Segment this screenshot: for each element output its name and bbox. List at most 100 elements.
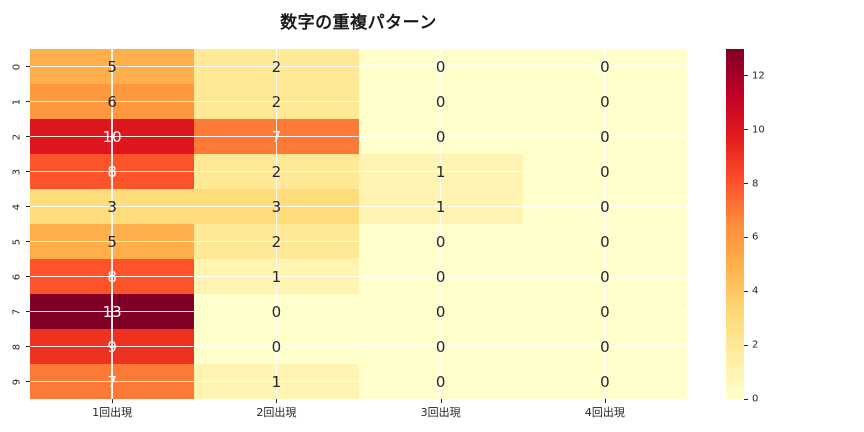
gridline-vertical xyxy=(111,49,113,399)
colorbar-tick-label: 8 xyxy=(752,178,759,190)
x-tick-mark xyxy=(112,399,114,403)
x-tick-label: 2回出現 xyxy=(256,406,297,419)
colorbar-tick-label: 12 xyxy=(752,70,765,82)
heatmap-cell-value: 9 xyxy=(107,337,117,356)
heatmap-cell-value: 0 xyxy=(600,372,610,391)
gridline-horizontal xyxy=(30,65,687,68)
y-tick-mark xyxy=(26,171,30,172)
heatmap-cell-value: 0 xyxy=(435,127,446,146)
y-tick-label: 1 xyxy=(11,98,23,105)
heatmap-cell-value: 0 xyxy=(435,232,446,251)
heatmap-cell-value: 0 xyxy=(600,337,610,356)
y-tick-mark xyxy=(26,66,30,67)
y-tick-mark xyxy=(26,275,30,277)
y-tick-label: 5 xyxy=(11,238,23,245)
y-tick-label: 8 xyxy=(11,343,23,350)
heatmap-cell-value: 0 xyxy=(600,267,610,286)
x-tick-label: 4回出現 xyxy=(584,406,625,419)
heatmap-cell-value: 1 xyxy=(271,372,282,391)
heatmap-cell-value: 3 xyxy=(107,197,117,216)
y-tick-label: 6 xyxy=(11,273,23,280)
y-tick-mark xyxy=(26,241,30,242)
chart-title: 数字の重複パターン xyxy=(280,13,437,33)
heatmap-cell-value: 6 xyxy=(107,92,117,111)
heatmap-cell-value: 0 xyxy=(600,127,610,146)
heatmap-cell-value: 2 xyxy=(271,232,282,251)
heatmap-cell-value: 2 xyxy=(271,92,282,111)
heatmap-cell-value: 7 xyxy=(107,372,117,391)
heatmap-cell-value: 8 xyxy=(107,162,117,181)
heatmap-cell-value: 1 xyxy=(271,267,282,286)
gridline-horizontal xyxy=(30,170,687,173)
colorbar-tick-label: 6 xyxy=(752,231,759,243)
gridline-horizontal xyxy=(30,240,687,243)
heatmap-cell-value: 1 xyxy=(435,197,446,216)
colorbar-tick-mark xyxy=(744,344,748,346)
heatmap-cell-value: 2 xyxy=(271,57,282,76)
colorbar-tick-mark xyxy=(744,183,748,185)
x-tick-mark xyxy=(604,399,606,403)
gridline-horizontal xyxy=(30,205,687,208)
heatmap-cell-value: 7 xyxy=(271,127,282,146)
heatmap-cell-value: 0 xyxy=(435,92,446,111)
x-axis-ticks xyxy=(30,399,687,403)
colorbar-tick-label: 10 xyxy=(752,124,765,136)
y-tick-label: 3 xyxy=(11,168,23,175)
x-tick-label: 3回出現 xyxy=(420,406,461,419)
colorbar-tick-label: 4 xyxy=(752,285,759,297)
heatmap-cell-value: 0 xyxy=(435,57,446,76)
y-tick-label: 2 xyxy=(11,133,23,140)
y-tick-label: 9 xyxy=(11,378,23,385)
colorbar-tick-mark xyxy=(744,290,748,292)
heatmap-cell-value: 0 xyxy=(271,337,282,356)
heatmap-cell-value: 0 xyxy=(435,337,446,356)
x-tick-mark xyxy=(276,399,278,403)
heatmap-cell-value: 10 xyxy=(102,127,122,146)
y-tick-mark xyxy=(26,136,30,137)
colorbar-tick-label: 2 xyxy=(752,339,759,351)
heatmap-cell-value: 0 xyxy=(600,302,610,321)
colorbar-ticks: 0 2 4 6 8 10 12 xyxy=(744,49,784,405)
heatmap-cell-value: 0 xyxy=(600,57,610,76)
y-axis: 0 1 2 3 4 5 6 7 8 9 xyxy=(0,49,30,399)
y-tick-label: 0 xyxy=(11,63,23,70)
gridline-vertical xyxy=(604,49,606,399)
colorbar-tick-mark xyxy=(744,236,748,238)
y-tick-mark xyxy=(26,101,30,102)
heatmap-annotations: 5 2 0 0 6 2 0 0 10 7 0 0 8 2 1 0 3 3 1 0 5 2 0 0 8 1 0 0 13 0 0 0 9 0 0 0 7 1… xyxy=(30,49,687,399)
x-tick-mark xyxy=(440,399,442,403)
gridline-horizontal xyxy=(30,275,687,278)
x-axis-labels: 1回出現 2回出現 3回出現 4回出現 xyxy=(30,404,687,420)
heatmap-plot-area: 5 2 0 0 6 2 0 0 10 7 0 0 8 2 1 0 3 3 1 0 5 2 0 0 8 1 0 0 13 0 0 0 9 0 0 0 7 1… xyxy=(30,49,687,399)
gridline-horizontal xyxy=(30,345,687,348)
heatmap-cell-value: 1 xyxy=(435,162,446,181)
heatmap-gridlines xyxy=(30,49,687,399)
y-tick-mark xyxy=(26,381,30,382)
gridline-horizontal xyxy=(30,310,687,313)
colorbar-tick-mark xyxy=(744,75,748,77)
heatmap-cell-value: 0 xyxy=(435,267,446,286)
colorbar-tick-mark xyxy=(744,129,748,131)
heatmap-cell-value: 0 xyxy=(600,162,610,181)
y-tick-mark xyxy=(26,206,30,207)
gridline-vertical xyxy=(439,49,442,399)
heatmap-cell-value: 5 xyxy=(107,57,117,76)
heatmap-cell-value: 2 xyxy=(271,162,282,181)
heatmap-cell-value: 0 xyxy=(435,372,446,391)
heatmap-cell-value: 0 xyxy=(600,92,610,111)
x-tick-label: 1回出現 xyxy=(92,406,133,419)
gridline-horizontal xyxy=(30,100,687,103)
gridline-vertical xyxy=(275,49,278,399)
gridline-horizontal xyxy=(30,380,687,383)
heatmap-cell-value: 0 xyxy=(600,197,610,216)
heatmap-cell-value: 0 xyxy=(600,232,610,251)
colorbar-tick-mark xyxy=(744,398,748,400)
heatmap-cell-value: 8 xyxy=(107,267,117,286)
heatmap-cell-value: 3 xyxy=(271,197,282,216)
y-tick-label: 4 xyxy=(11,203,23,210)
gridline-horizontal xyxy=(30,135,687,138)
heatmap-cell-value: 0 xyxy=(271,302,282,321)
heatmap-cell-value: 5 xyxy=(107,232,117,251)
heatmap-cell-value: 0 xyxy=(435,302,446,321)
